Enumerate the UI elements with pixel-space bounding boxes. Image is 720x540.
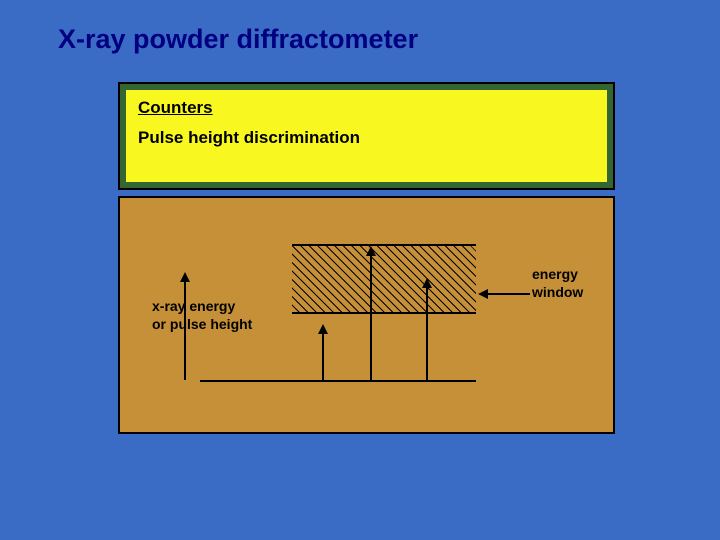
pulse-arrow-head bbox=[366, 246, 376, 256]
energy-window-pointer-line bbox=[486, 293, 530, 295]
pulse-arrow-line bbox=[322, 332, 324, 380]
pulse-height-label: Pulse height discrimination bbox=[138, 128, 595, 148]
energy-window-label: energy window bbox=[532, 266, 583, 301]
band-top-border bbox=[292, 244, 476, 246]
xray-energy-label-line1: x-ray energy bbox=[152, 298, 235, 314]
band-bottom-border bbox=[292, 312, 476, 314]
energy-window-label-line2: window bbox=[532, 284, 583, 300]
energy-window-label-line1: energy bbox=[532, 266, 578, 282]
energy-window-band bbox=[292, 244, 476, 314]
pulse-arrow-line bbox=[370, 254, 372, 380]
counters-label: Counters bbox=[138, 98, 595, 118]
header-box: Counters Pulse height discrimination bbox=[118, 82, 615, 190]
pulse-arrow-head bbox=[422, 278, 432, 288]
pulse-arrow-head bbox=[318, 324, 328, 334]
energy-window-pointer-head bbox=[478, 289, 488, 299]
pulse-arrow-line bbox=[426, 286, 428, 380]
pulse-arrow-head bbox=[180, 272, 190, 282]
page-title: X-ray powder diffractometer bbox=[58, 24, 418, 55]
header-inner: Counters Pulse height discrimination bbox=[126, 90, 607, 182]
diagram-box: x-ray energy or pulse height energy wind… bbox=[118, 196, 615, 434]
xray-energy-label: x-ray energy or pulse height bbox=[152, 298, 252, 333]
baseline bbox=[200, 380, 476, 382]
xray-energy-label-line2: or pulse height bbox=[152, 316, 252, 332]
